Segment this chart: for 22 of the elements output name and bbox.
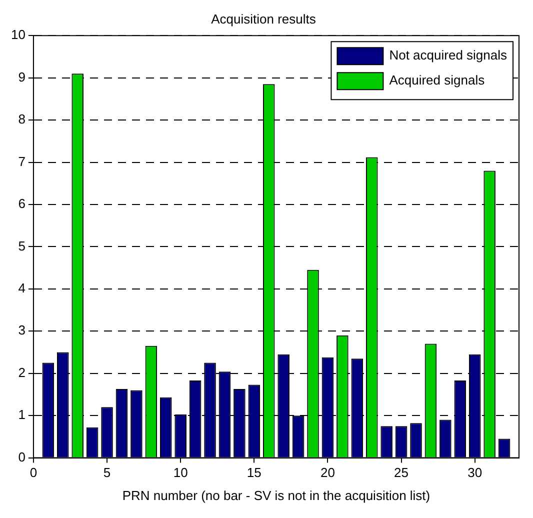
y-tick-label: 8 [18,112,26,127]
y-tick-label: 3 [18,322,26,338]
y-tick-label: 0 [18,449,26,464]
y-tick-label: 9 [18,69,26,84]
y-tick-label: 7 [18,154,26,169]
y-tick-label: 2 [18,364,26,380]
legend-label: Not acquired signals [389,48,508,63]
y-tick-label: 4 [18,280,26,296]
x-tick-label: 0 [30,465,38,480]
x-axis-title: PRN number (no bar - SV is not in the acquisition list) [122,488,430,503]
y-tick-label: 10 [10,27,26,42]
y-tick-label: 6 [18,196,26,212]
y-tick-label: 5 [18,238,26,254]
x-tick-label: 5 [103,465,111,480]
x-tick-label: 15 [246,465,262,480]
x-tick-label: 10 [173,465,188,480]
chart-title: Acquisition results [211,11,316,26]
x-tick-label: 30 [468,465,482,480]
y-tick-label: 1 [18,407,26,422]
x-tick-label: 25 [394,465,409,480]
x-tick-label: 20 [320,465,335,480]
legend-label: Acquired signals [389,72,486,88]
